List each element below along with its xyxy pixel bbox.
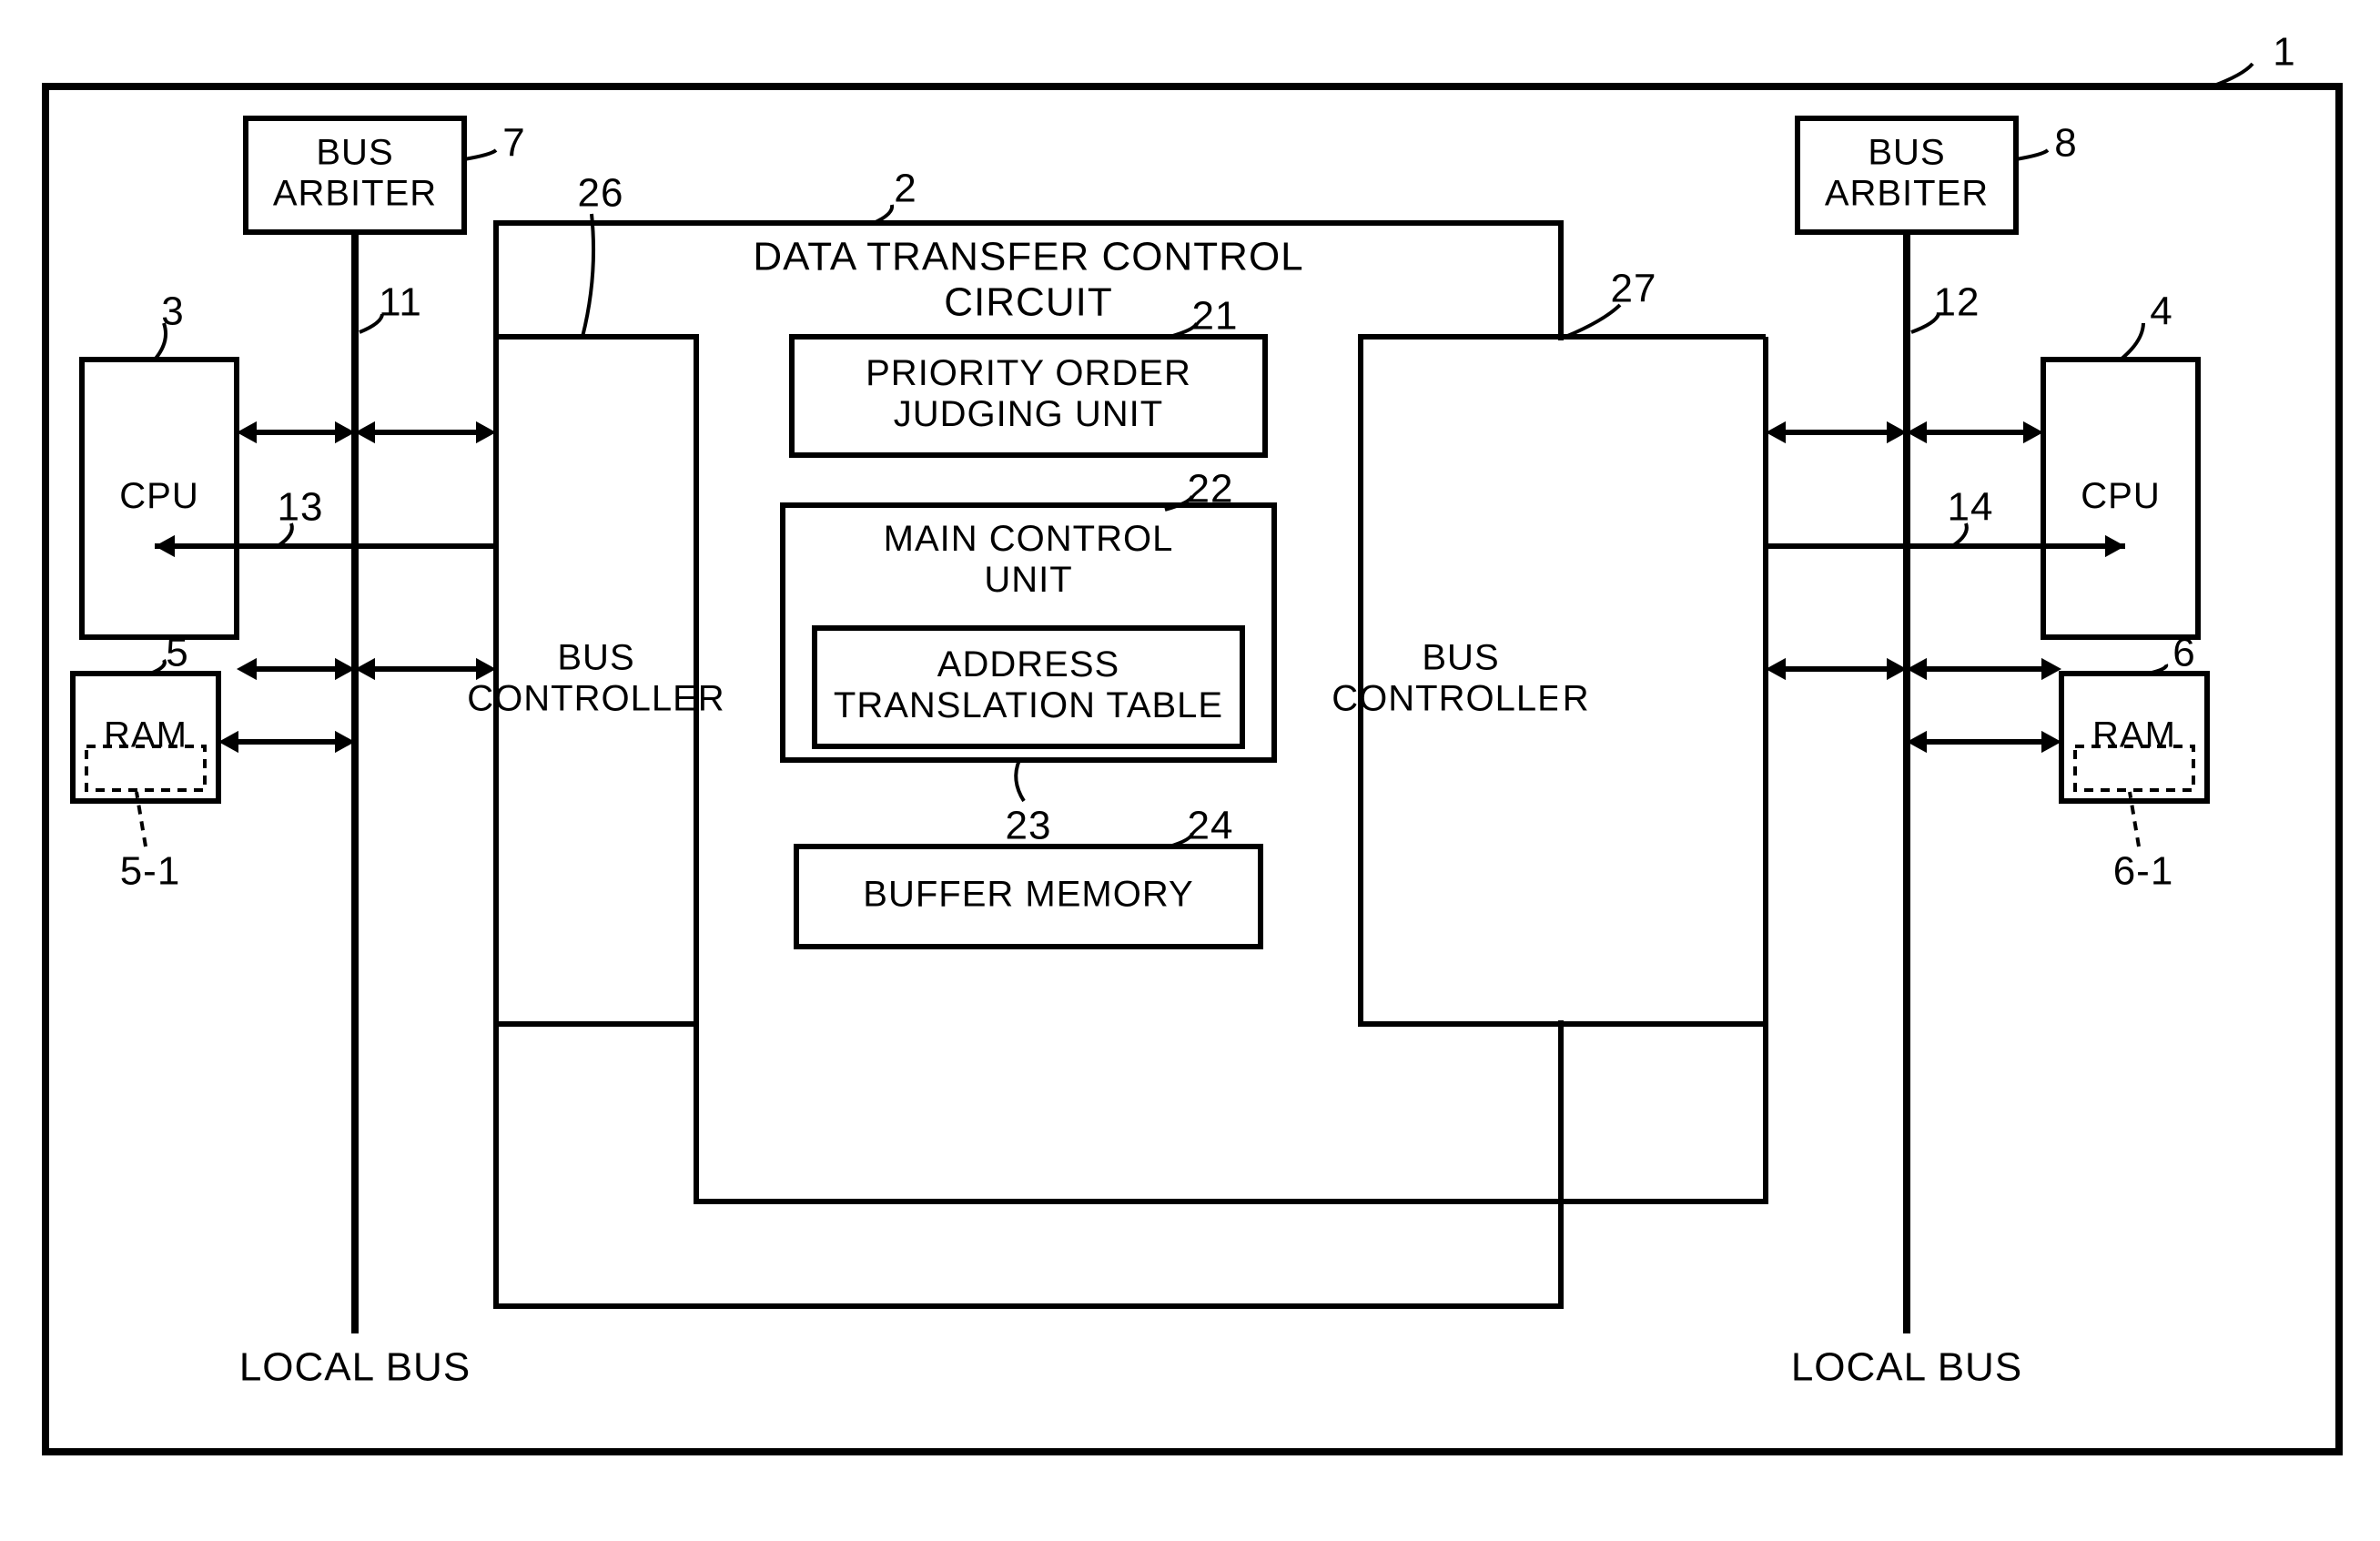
ref-6: 6 xyxy=(2172,631,2195,675)
ref-26: 26 xyxy=(578,171,624,216)
cpu-right-label: CPU xyxy=(2081,476,2160,516)
circuit-title: CIRCUIT xyxy=(944,280,1112,325)
ref-13: 13 xyxy=(278,485,324,530)
ram-left-label: RAM xyxy=(104,715,187,755)
ref-21: 21 xyxy=(1192,294,1239,339)
priority-order-judging-unit-label: PRIORITY ORDER xyxy=(866,353,1191,393)
address-translation-table-label: TRANSLATION TABLE xyxy=(834,685,1223,725)
ref-27: 27 xyxy=(1611,267,1657,311)
buffer-memory-label: BUFFER MEMORY xyxy=(863,875,1193,915)
ref-5: 5 xyxy=(166,631,188,675)
priority-order-judging-unit-label: JUDGING UNIT xyxy=(894,394,1163,434)
ref-4: 4 xyxy=(2150,289,2172,334)
bus-arbiter-left-label: BUS xyxy=(316,133,393,173)
local-bus-label: LOCAL BUS xyxy=(239,1345,471,1390)
circuit-title: DATA TRANSFER CONTROL xyxy=(753,235,1303,279)
ref-6-1: 6-1 xyxy=(2113,849,2174,894)
ref-7: 7 xyxy=(502,121,525,166)
bus-arbiter-left-label: ARBITER xyxy=(273,173,437,213)
ref-22: 22 xyxy=(1188,467,1234,512)
bus-controller-right-label: BUS xyxy=(1422,638,1499,678)
bus-arbiter-right-label: BUS xyxy=(1868,133,1945,173)
cpu-left-label: CPU xyxy=(119,476,198,516)
ref-1: 1 xyxy=(2273,30,2295,75)
address-translation-table-label: ADDRESS xyxy=(937,644,1119,684)
ref-2: 2 xyxy=(894,167,917,211)
main-control-unit-label: MAIN CONTROL xyxy=(884,519,1174,559)
ref-8: 8 xyxy=(2054,121,2077,166)
bus-arbiter-right-label: ARBITER xyxy=(1825,173,1989,213)
ref-24: 24 xyxy=(1188,804,1234,848)
local-bus-label: LOCAL BUS xyxy=(1791,1345,2022,1390)
ref-11: 11 xyxy=(379,280,422,325)
bus-controller-left-label: BUS xyxy=(557,638,634,678)
ram-right-label: RAM xyxy=(2092,715,2176,755)
main-control-unit-label: UNIT xyxy=(984,560,1072,600)
bus-controller-left-label: CONTROLLER xyxy=(467,678,724,718)
bus-controller-right-label: CONTROLLER xyxy=(1332,678,1589,718)
ref-12: 12 xyxy=(1934,280,1980,325)
ref-23: 23 xyxy=(1006,804,1052,848)
ref-14: 14 xyxy=(1948,485,1994,530)
ref-5-1: 5-1 xyxy=(120,849,181,894)
